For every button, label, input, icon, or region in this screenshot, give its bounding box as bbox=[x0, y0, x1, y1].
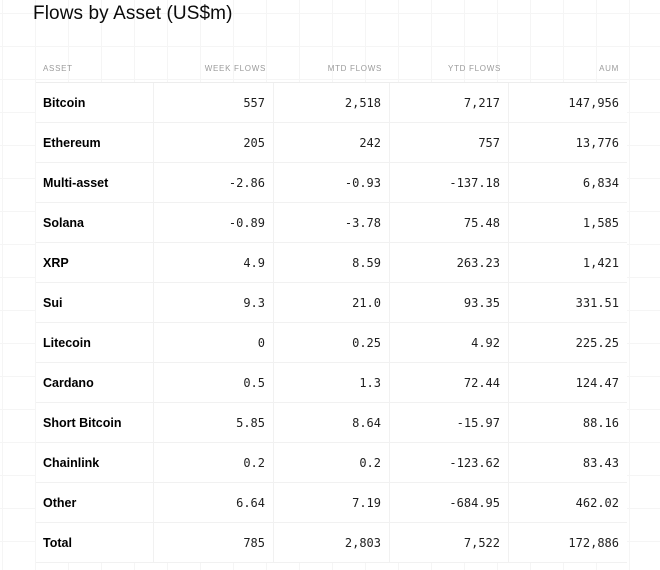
aum-value: 172,886 bbox=[568, 535, 619, 550]
asset-name: Solana bbox=[36, 203, 154, 242]
ytd-flows-value: 4.92 bbox=[390, 323, 509, 362]
table-row-solana: Solana -0.89 -3.78 75.48 1,585 bbox=[36, 203, 627, 243]
table-row-chainlink: Chainlink 0.2 0.2 -123.62 83.43 bbox=[36, 443, 627, 483]
asset-name: Bitcoin bbox=[36, 83, 154, 122]
column-header-asset: ASSET bbox=[43, 64, 73, 73]
ytd-flows-value: 72.44 bbox=[390, 363, 509, 402]
table-row-bitcoin: Bitcoin 557 2,518 7,217 147,956 bbox=[36, 83, 627, 123]
table-row-multi-asset: Multi-asset -2.86 -0.93 -137.18 6,834 bbox=[36, 163, 627, 203]
ytd-flows-value: -123.62 bbox=[390, 443, 509, 482]
mtd-flows-value: 7.19 bbox=[274, 483, 390, 522]
table-row-litecoin: Litecoin 0 0.25 4.92 225.25 bbox=[36, 323, 627, 363]
week-flows-value: -2.86 bbox=[154, 163, 274, 202]
column-header-week-flows: WEEK FLOWS bbox=[204, 64, 266, 73]
aum-value: 147,956 bbox=[568, 95, 619, 110]
table-header-row: ASSET WEEK FLOWS MTD FLOWS YTD FLOWS AUM bbox=[36, 55, 627, 83]
aum-value: 331.51 bbox=[575, 295, 619, 310]
week-flows-value: 4.9 bbox=[154, 243, 274, 282]
ytd-flows-value: -137.18 bbox=[390, 163, 509, 202]
mtd-flows-value: -3.78 bbox=[274, 203, 390, 242]
mtd-flows-value: 242 bbox=[274, 123, 390, 162]
aum-value: 6,834 bbox=[582, 175, 619, 190]
ytd-flows-value: -684.95 bbox=[390, 483, 509, 522]
table-row-xrp: XRP 4.9 8.59 263.23 1,421 bbox=[36, 243, 627, 283]
mtd-flows-value: 2,518 bbox=[274, 83, 390, 122]
ytd-flows-value: 93.35 bbox=[390, 283, 509, 322]
ytd-flows-value: -15.97 bbox=[390, 403, 509, 442]
ytd-flows-value: 7,522 bbox=[390, 523, 509, 562]
asset-name: Ethereum bbox=[36, 123, 154, 162]
aum-value: 88.16 bbox=[582, 415, 619, 430]
asset-name: Multi-asset bbox=[36, 163, 154, 202]
ytd-flows-value: 75.48 bbox=[390, 203, 509, 242]
mtd-flows-value: 0.2 bbox=[274, 443, 390, 482]
table-row-sui: Sui 9.3 21.0 93.35 331.51 bbox=[36, 283, 627, 323]
mtd-flows-value: 0.25 bbox=[274, 323, 390, 362]
column-header-aum: AUM bbox=[599, 64, 619, 73]
week-flows-value: -0.89 bbox=[154, 203, 274, 242]
table-row-total: Total 785 2,803 7,522 172,886 bbox=[36, 523, 627, 563]
table-row-ethereum: Ethereum 205 242 757 13,776 bbox=[36, 123, 627, 163]
ytd-flows-value: 263.23 bbox=[390, 243, 509, 282]
week-flows-value: 205 bbox=[154, 123, 274, 162]
asset-name: Sui bbox=[36, 283, 154, 322]
table-row-short-bitcoin: Short Bitcoin 5.85 8.64 -15.97 88.16 bbox=[36, 403, 627, 443]
mtd-flows-value: -0.93 bbox=[274, 163, 390, 202]
asset-name: Other bbox=[36, 483, 154, 522]
table-row-cardano: Cardano 0.5 1.3 72.44 124.47 bbox=[36, 363, 627, 403]
asset-name: Total bbox=[36, 523, 154, 562]
week-flows-value: 0.5 bbox=[154, 363, 274, 402]
week-flows-value: 9.3 bbox=[154, 283, 274, 322]
mtd-flows-value: 1.3 bbox=[274, 363, 390, 402]
asset-name: Cardano bbox=[36, 363, 154, 402]
aum-value: 462.02 bbox=[575, 495, 619, 510]
aum-value: 1,585 bbox=[582, 215, 619, 230]
ytd-flows-value: 757 bbox=[390, 123, 509, 162]
page-title: Flows by Asset (US$m) bbox=[33, 3, 233, 24]
week-flows-value: 6.64 bbox=[154, 483, 274, 522]
flows-by-asset-table: ASSET WEEK FLOWS MTD FLOWS YTD FLOWS AUM… bbox=[36, 55, 627, 563]
aum-value: 124.47 bbox=[575, 375, 619, 390]
aum-value: 225.25 bbox=[575, 335, 619, 350]
week-flows-value: 785 bbox=[154, 523, 274, 562]
column-header-mtd-flows: MTD FLOWS bbox=[327, 64, 382, 73]
week-flows-value: 0.2 bbox=[154, 443, 274, 482]
asset-name: Chainlink bbox=[36, 443, 154, 482]
asset-name: XRP bbox=[36, 243, 154, 282]
week-flows-value: 557 bbox=[154, 83, 274, 122]
mtd-flows-value: 21.0 bbox=[274, 283, 390, 322]
mtd-flows-value: 8.64 bbox=[274, 403, 390, 442]
mtd-flows-value: 8.59 bbox=[274, 243, 390, 282]
aum-value: 1,421 bbox=[582, 255, 619, 270]
asset-name: Short Bitcoin bbox=[36, 403, 154, 442]
column-header-ytd-flows: YTD FLOWS bbox=[448, 64, 501, 73]
week-flows-value: 5.85 bbox=[154, 403, 274, 442]
mtd-flows-value: 2,803 bbox=[274, 523, 390, 562]
table-row-other: Other 6.64 7.19 -684.95 462.02 bbox=[36, 483, 627, 523]
week-flows-value: 0 bbox=[154, 323, 274, 362]
aum-value: 13,776 bbox=[575, 135, 619, 150]
aum-value: 83.43 bbox=[582, 455, 619, 470]
ytd-flows-value: 7,217 bbox=[390, 83, 509, 122]
asset-name: Litecoin bbox=[36, 323, 154, 362]
